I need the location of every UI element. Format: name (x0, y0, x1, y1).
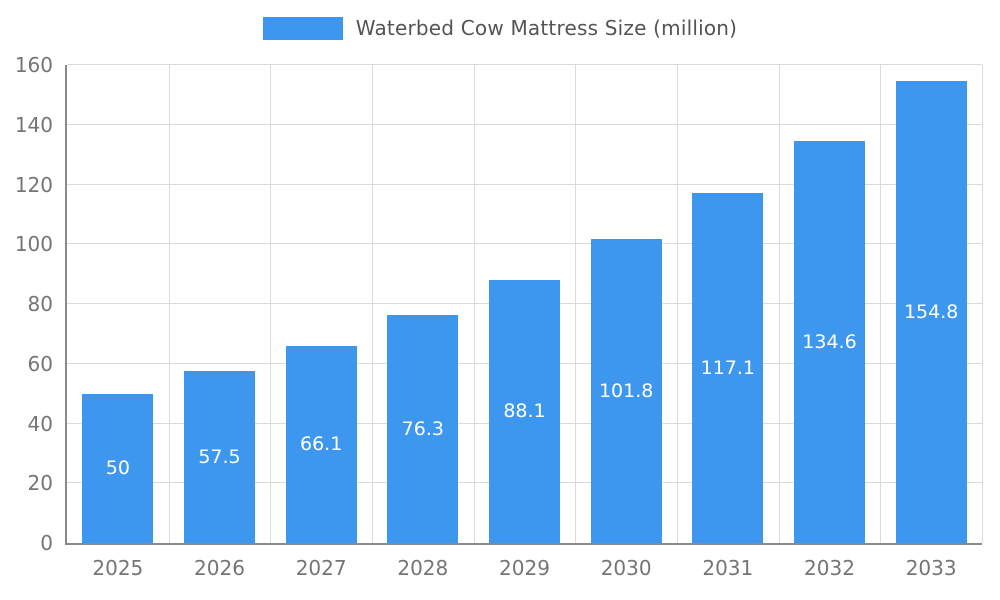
y-axis-tick-label: 160 (14, 53, 53, 77)
v-gridline (270, 65, 272, 543)
legend[interactable]: Waterbed Cow Mattress Size (million) (0, 16, 1000, 40)
x-axis-tick-label: 2025 (92, 556, 144, 580)
legend-swatch (262, 16, 343, 40)
x-axis-tick-label: 2026 (194, 556, 245, 580)
bar[interactable]: 101.8 (590, 238, 662, 543)
bar-value-label: 134.6 (802, 330, 857, 353)
bar-value-label: 117.1 (700, 357, 756, 380)
h-gridline (67, 183, 982, 185)
y-axis-tick-label: 120 (14, 172, 53, 197)
v-gridline (982, 65, 983, 543)
v-gridline (575, 65, 577, 543)
y-axis-tick-label: 80 (27, 292, 53, 316)
v-gridline (473, 65, 475, 543)
bar[interactable]: 134.6 (793, 140, 866, 543)
v-gridline (778, 65, 780, 543)
h-gridline (67, 123, 982, 125)
bar[interactable]: 50 (82, 393, 154, 543)
bar-value-label: 50 (105, 457, 130, 480)
y-axis-tick-label: 140 (14, 112, 53, 137)
bar[interactable]: 117.1 (692, 193, 764, 543)
bar[interactable]: 88.1 (488, 279, 561, 543)
bar-value-label: 101.8 (598, 379, 654, 402)
x-axis-tick-label: 2027 (295, 556, 347, 580)
y-axis-tick-label: 40 (27, 411, 53, 436)
x-axis-tick-label: 2029 (499, 556, 550, 580)
v-gridline (880, 65, 882, 543)
x-axis-tick-label: 2032 (804, 556, 855, 580)
bar-value-label: 88.1 (503, 400, 546, 423)
h-gridline (67, 243, 982, 245)
bar[interactable]: 57.5 (183, 371, 256, 543)
y-axis-tick-label: 0 (40, 531, 53, 555)
y-axis-tick-label: 20 (27, 471, 53, 496)
plot-area: 0 20 40 60 80 100 120 140 160 50 2025 57.5 2026 66.1 2… (15, 53, 983, 580)
bar-value-label: 76.3 (401, 418, 444, 441)
x-axis-tick-label: 2031 (702, 556, 754, 580)
v-gridline (371, 65, 373, 543)
bar-value-label: 154.8 (903, 300, 959, 323)
x-axis-tick-label: 2028 (397, 556, 449, 580)
v-gridline (676, 65, 678, 543)
h-gridline (67, 64, 982, 65)
bar[interactable]: 154.8 (895, 80, 967, 543)
y-axis-tick-label: 100 (14, 232, 53, 257)
bar-value-label: 66.1 (300, 433, 343, 456)
x-axis-tick-label: 2033 (905, 556, 957, 580)
legend-label: Waterbed Cow Mattress Size (million) (355, 16, 738, 40)
bar-value-label: 57.5 (198, 446, 241, 469)
v-gridline (168, 65, 170, 543)
bar[interactable]: 66.1 (285, 345, 357, 543)
bar[interactable]: 76.3 (387, 315, 459, 543)
y-axis-tick-label: 60 (27, 351, 53, 376)
x-axis-tick-label: 2030 (600, 556, 652, 580)
